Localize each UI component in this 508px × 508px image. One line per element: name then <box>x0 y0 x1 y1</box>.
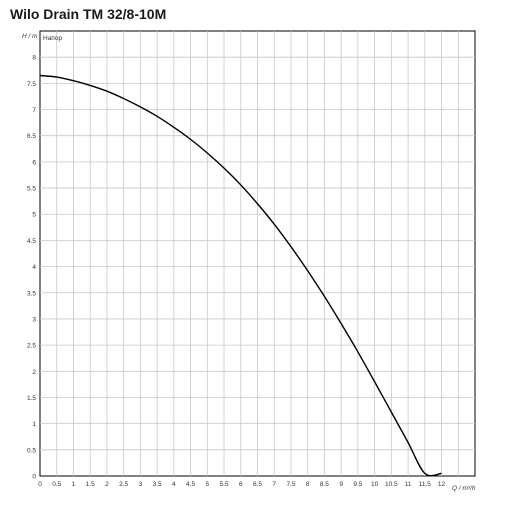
x-tick-label: 8.5 <box>320 481 329 488</box>
x-tick-label: 6 <box>239 481 243 488</box>
y-tick-label: 6 <box>32 159 36 166</box>
x-tick-label: 2 <box>105 481 109 488</box>
x-tick-labels: 0 0.5 1 1.5 2 2.5 3 3.5 4 4.5 5 5.5 6 6.5 7 7.5 8 8.5 9 9.5… <box>38 481 445 488</box>
y-tick-label: 0 <box>32 474 36 481</box>
x-tick-label: 4.5 <box>186 481 195 488</box>
x-tick-label: 0 <box>38 481 42 488</box>
y-tick-label: 0.5 <box>27 447 36 454</box>
y-tick-label: 6.5 <box>27 133 36 140</box>
y-tick-label: 8 <box>32 55 36 62</box>
x-axis-label: Q / m³/h <box>452 485 476 492</box>
y-tick-label: 1.5 <box>27 395 36 402</box>
x-tick-label: 8 <box>306 481 310 488</box>
x-tick-label: 12 <box>438 481 446 488</box>
x-tick-label: 3 <box>139 481 143 488</box>
y-tick-label: 1 <box>32 421 36 428</box>
x-tick-label: 1 <box>72 481 76 488</box>
x-tick-label: 5.5 <box>220 481 229 488</box>
series-label: Напор <box>43 35 62 42</box>
y-tick-label: 4 <box>32 264 36 271</box>
x-tick-label: 6.5 <box>253 481 262 488</box>
x-tick-label: 7.5 <box>286 481 295 488</box>
y-axis-label: H / m <box>22 33 38 40</box>
series-line <box>39 74 442 477</box>
grid-lines <box>40 31 475 476</box>
chart-title: Wilo Drain TM 32/8-10M <box>10 6 167 22</box>
y-tick-label: 7 <box>32 107 36 114</box>
x-tick-label: 2.5 <box>119 481 128 488</box>
x-tick-label: 0.5 <box>52 481 61 488</box>
y-tick-label: 2 <box>32 369 36 376</box>
x-tick-label: 1.5 <box>86 481 95 488</box>
x-tick-label: 9.5 <box>353 481 362 488</box>
y-tick-label: 2.5 <box>27 343 36 350</box>
x-tick-label: 4 <box>172 481 176 488</box>
y-tick-labels: 0 0.5 1 1.5 2 2.5 3 3.5 4 4.5 5 5.5 6 6.5 7 7.5 8 <box>27 55 36 481</box>
x-tick-label: 3.5 <box>153 481 162 488</box>
series-group <box>39 74 442 477</box>
x-tick-label: 11.5 <box>419 481 432 488</box>
x-tick-label: 10.5 <box>385 481 398 488</box>
y-tick-label: 4.5 <box>27 238 36 245</box>
x-tick-label: 11 <box>405 481 412 488</box>
y-tick-label: 7.5 <box>27 81 36 88</box>
y-tick-label: 5 <box>32 212 36 219</box>
x-tick-label: 7 <box>272 481 276 488</box>
x-tick-label: 9 <box>339 481 343 488</box>
y-tick-label: 3.5 <box>27 290 36 297</box>
y-tick-label: 3 <box>32 316 36 323</box>
x-tick-label: 10 <box>371 481 379 488</box>
y-tick-label: 5.5 <box>27 186 36 193</box>
x-tick-label: 5 <box>205 481 209 488</box>
